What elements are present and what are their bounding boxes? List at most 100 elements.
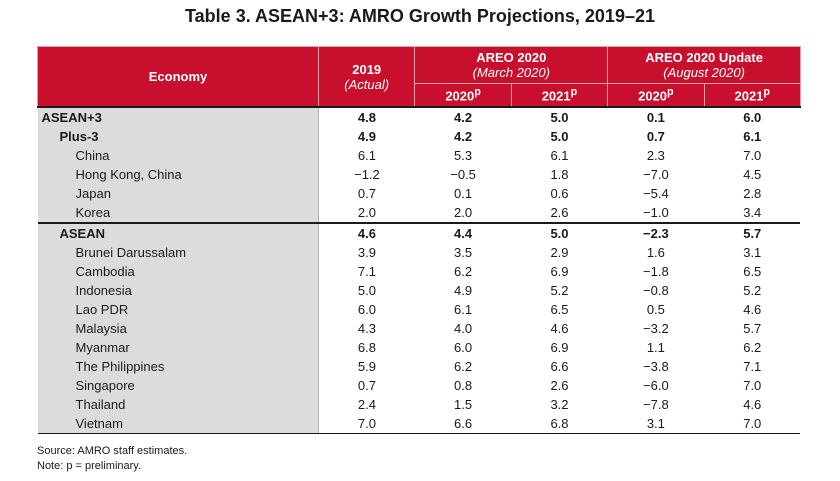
economy-name: Hong Kong, China [37, 165, 319, 184]
value-cell: −7.8 [643, 397, 669, 412]
value-cell: 1.8 [550, 167, 569, 182]
header-2019: 2019 (Actual) [317, 46, 416, 108]
value-cell: 7.0 [743, 148, 762, 163]
value-cell: 4.4 [414, 222, 512, 243]
table-row: Indonesia 5.0 4.9 5.2 −0.8 5.2 [37, 281, 801, 300]
economy-name: Brunei Darussalam [37, 243, 319, 262]
table-row: Hong Kong, China −1.2 −0.5 1.8 −7.0 4.5 [37, 165, 801, 184]
value-cell: 2.6 [550, 205, 569, 220]
header-economy: Economy [37, 46, 319, 108]
value-cell: −1.2 [354, 167, 380, 182]
value-cell: 1.6 [646, 245, 665, 260]
value-cell: 6.6 [550, 359, 569, 374]
economy-name: Plus-3 [37, 127, 319, 146]
table-row: China 6.1 5.3 6.1 2.3 7.0 [37, 146, 801, 165]
value-cell: 5.3 [454, 148, 473, 163]
value-cell: 4.6 [743, 397, 762, 412]
economy-name: Cambodia [37, 262, 319, 281]
value-cell: 7.1 [357, 264, 376, 279]
table-row: Lao PDR 6.0 6.1 6.5 0.5 4.6 [37, 300, 801, 319]
value-cell: 4.8 [318, 106, 415, 127]
table-row: ASEAN 4.6 4.4 5.0 −2.3 5.7 [37, 222, 801, 243]
value-cell: 6.5 [550, 302, 569, 317]
value-cell: 0.6 [550, 186, 569, 201]
value-cell: 4.6 [318, 222, 415, 243]
table-row: Cambodia 7.1 6.2 6.9 −1.8 6.5 [37, 262, 801, 281]
table-row: Brunei Darussalam 3.9 3.5 2.9 1.6 3.1 [37, 243, 801, 262]
value-cell: 4.9 [357, 129, 376, 144]
value-cell: 4.5 [743, 167, 762, 182]
value-cell: 1.5 [454, 397, 473, 412]
value-cell: 0.1 [607, 106, 705, 127]
value-cell: 6.8 [511, 414, 608, 434]
value-cell: 6.5 [743, 264, 762, 279]
value-cell: 0.5 [646, 302, 665, 317]
value-cell: 7.0 [704, 414, 801, 434]
economy-name: Korea [37, 203, 319, 223]
value-cell: −3.2 [643, 321, 669, 336]
table-row: Thailand 2.4 1.5 3.2 −7.8 4.6 [37, 395, 801, 414]
table-row: Malaysia 4.3 4.0 4.6 −3.2 5.7 [37, 319, 801, 338]
value-cell: −1.8 [643, 264, 669, 279]
economy-name: Japan [37, 184, 319, 203]
value-cell: 4.0 [454, 321, 473, 336]
header-areo-2020p: 2020p [414, 83, 512, 108]
value-cell: 5.7 [704, 222, 801, 243]
value-cell: 2.0 [454, 205, 473, 220]
value-cell: 4.6 [550, 321, 569, 336]
value-cell: 6.1 [743, 129, 762, 144]
table-row: Japan 0.7 0.1 0.6 −5.4 2.8 [37, 184, 801, 203]
value-cell: 3.2 [550, 397, 569, 412]
value-cell: 6.9 [550, 340, 569, 355]
value-cell: 5.9 [357, 359, 376, 374]
value-cell: 2.8 [743, 186, 762, 201]
value-cell: 4.3 [357, 321, 376, 336]
economy-name: Indonesia [37, 281, 319, 300]
source-note: Source: AMRO staff estimates. [37, 445, 188, 457]
value-cell: 5.2 [550, 283, 569, 298]
value-cell: 7.1 [743, 359, 762, 374]
growth-projections-table: Economy 2019 (Actual) AREO 2020 (March 2… [37, 46, 801, 434]
value-cell: 7.0 [318, 414, 415, 434]
value-cell: −3.8 [643, 359, 669, 374]
header-areo-2020: AREO 2020 (March 2020) [414, 46, 609, 84]
value-cell: 1.1 [646, 340, 665, 355]
value-cell: 3.5 [454, 245, 473, 260]
value-cell: 7.0 [743, 378, 762, 393]
value-cell: 3.4 [743, 205, 762, 220]
value-cell: 4.6 [743, 302, 762, 317]
table-row: Myanmar 6.8 6.0 6.9 1.1 6.2 [37, 338, 801, 357]
value-cell: 0.1 [454, 186, 473, 201]
value-cell: −7.0 [643, 167, 669, 182]
value-cell: 0.7 [646, 129, 665, 144]
value-cell: 5.7 [743, 321, 762, 336]
value-cell: 5.0 [511, 222, 608, 243]
value-cell: 5.0 [511, 106, 608, 127]
table-row: Vietnam 7.0 6.6 6.8 3.1 7.0 [37, 414, 801, 434]
table-row: The Philippines 5.9 6.2 6.6 −3.8 7.1 [37, 357, 801, 376]
value-cell: 5.2 [743, 283, 762, 298]
economy-name: Vietnam [37, 414, 319, 434]
header-update-2020p: 2020p [607, 83, 705, 108]
value-cell: 6.1 [357, 148, 376, 163]
table-row: ASEAN+3 4.8 4.2 5.0 0.1 6.0 [37, 106, 801, 127]
value-cell: 3.1 [743, 245, 762, 260]
value-cell: 0.8 [454, 378, 473, 393]
value-cell: −0.5 [450, 167, 476, 182]
value-cell: 2.6 [550, 378, 569, 393]
preliminary-note: Note: p = preliminary. [37, 460, 142, 472]
table-notes: Source: AMRO staff estimates. Note: p = … [37, 444, 187, 474]
value-cell: −2.3 [607, 222, 705, 243]
header-areo-2021p: 2021p [510, 83, 609, 108]
table-row: Korea 2.0 2.0 2.6 −1.0 3.4 [37, 203, 801, 223]
table-row: Plus-3 4.9 4.2 5.0 0.7 6.1 [37, 127, 801, 146]
value-cell: 0.7 [357, 378, 376, 393]
value-cell: 6.8 [357, 340, 376, 355]
economy-name: Myanmar [37, 338, 319, 357]
value-cell: 6.6 [414, 414, 512, 434]
header-areo-2020-update: AREO 2020 Update (August 2020) [607, 46, 801, 84]
economy-name: Singapore [37, 376, 319, 395]
economy-name: ASEAN [37, 222, 319, 243]
value-cell: 6.1 [454, 302, 473, 317]
value-cell: −6.0 [643, 378, 669, 393]
